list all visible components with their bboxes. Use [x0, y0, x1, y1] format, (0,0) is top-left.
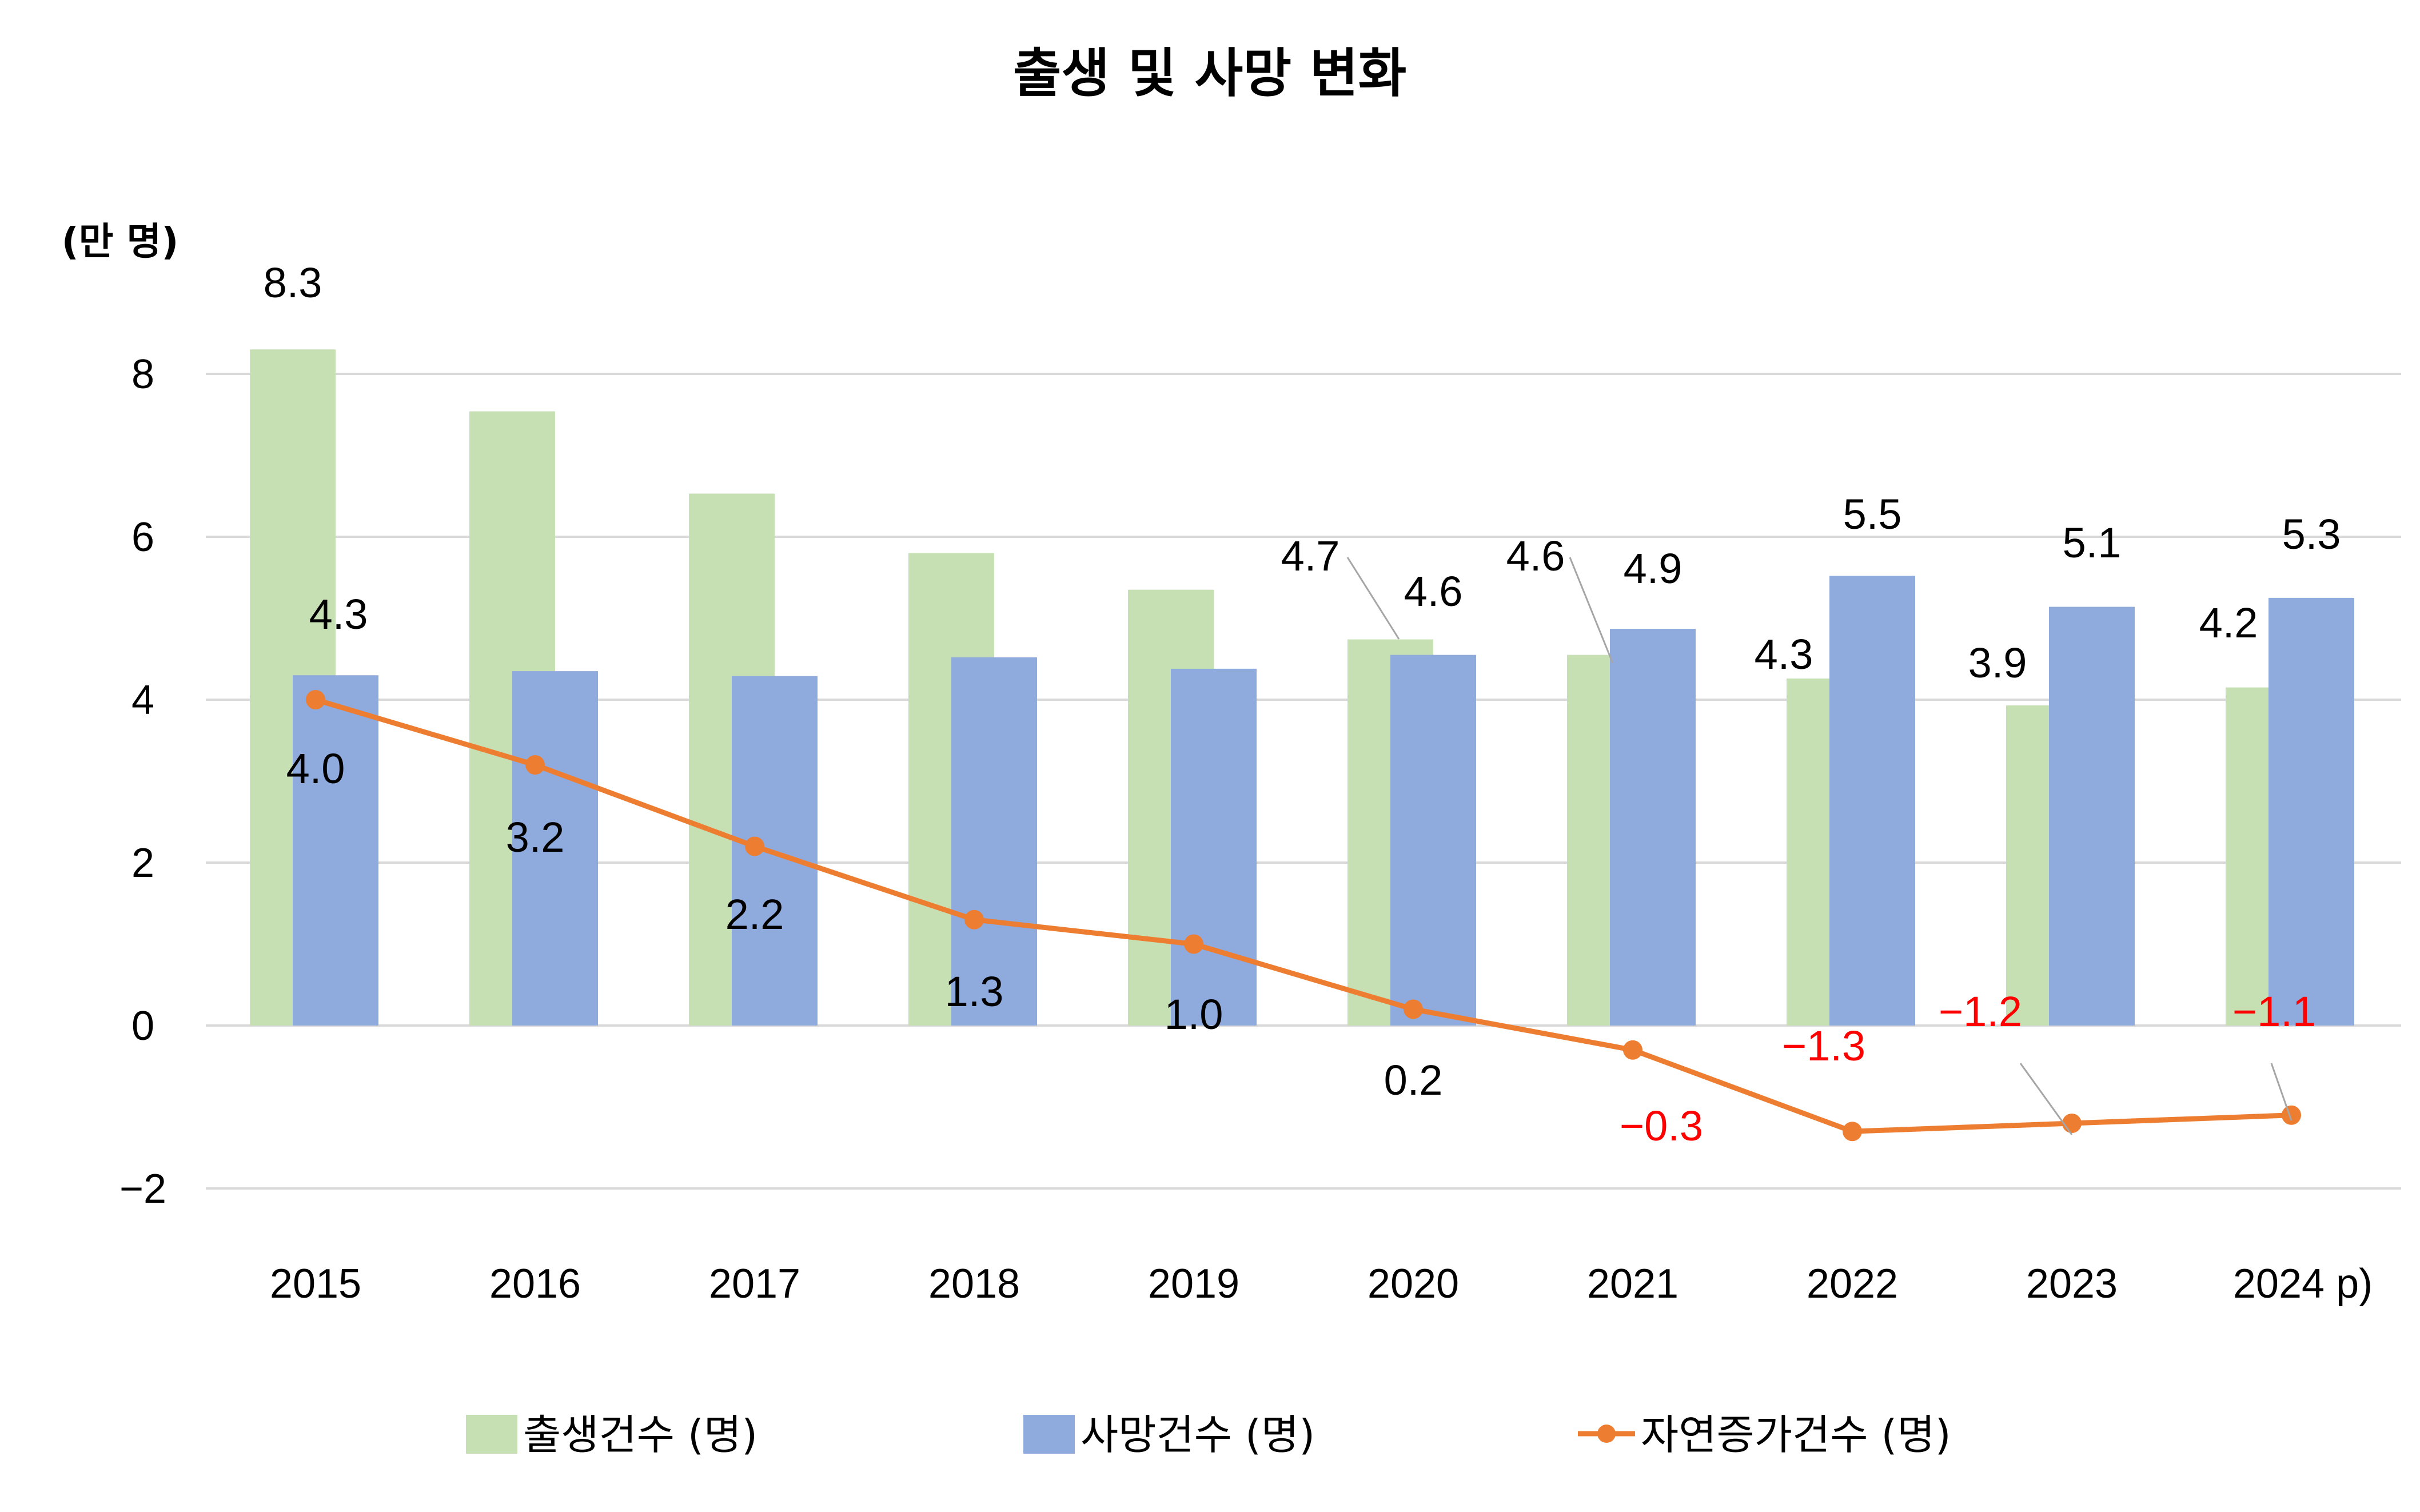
leader-line [2019, 1063, 2073, 1135]
death-bar [2268, 597, 2354, 1026]
legend-swatch [466, 1415, 517, 1454]
x-tick-label: 2018 [928, 1261, 1020, 1307]
death-data-label: 5.1 [2063, 519, 2122, 566]
natural-increase-marker [2282, 1105, 2301, 1125]
x-tick-label: 2021 [1587, 1261, 1679, 1307]
death-data-label: 4.6 [1404, 568, 1463, 615]
death-data-label: 5.3 [2282, 510, 2341, 558]
natural-increase-data-label: 4.0 [286, 745, 345, 792]
y-tick-label: −2 [119, 1166, 166, 1212]
y-tick-label: 2 [131, 840, 154, 886]
natural-increase-marker [525, 755, 545, 775]
x-tick-label: 2016 [489, 1261, 581, 1307]
natural-increase-marker [1623, 1040, 1642, 1060]
leader-line [2270, 1063, 2293, 1121]
y-axis-ticks: −2 0 2 4 6 8 [119, 352, 166, 1212]
natural-increase-data-label: 0.2 [1384, 1056, 1443, 1104]
x-tick-label: 2024 p) [2233, 1261, 2373, 1307]
death-bar [512, 671, 598, 1026]
legend-label: 자연증가건수 (명) [1641, 1411, 1951, 1459]
natural-increase-polyline [314, 697, 2292, 1134]
x-tick-label: 2022 [1807, 1261, 1898, 1307]
y-axis-unit-label: (만 명) [62, 220, 179, 264]
natural-increase-data-label: 2.2 [725, 891, 784, 938]
x-tick-label: 2020 [1368, 1261, 1459, 1307]
birth-data-label: 4.6 [1506, 532, 1565, 580]
legend-marker [1597, 1425, 1616, 1443]
legend-swatch [1023, 1415, 1075, 1454]
birth-data-label: 3.9 [1968, 639, 2027, 687]
x-tick-label: 2017 [709, 1261, 800, 1307]
bars [250, 349, 2354, 1026]
natural-increase-marker [306, 690, 325, 709]
birth-data-label: 4.2 [2199, 599, 2258, 647]
leader-line [1569, 557, 1614, 664]
death-bar [1171, 668, 1257, 1026]
death-data-label: 4.9 [1624, 545, 1683, 592]
natural-increase-marker [745, 836, 764, 856]
data-labels: 8.3 4.7 4.6 4.3 3.9 4.2 4.3 4.6 4.9 5.5 5.1 5.3 4.0 3… [264, 259, 2341, 1150]
x-tick-label: 2019 [1148, 1261, 1239, 1307]
natural-increase-line [306, 690, 2301, 1142]
x-axis-ticks: 2015 2016 2017 2018 2019 2020 2021 2022 2023 2024… [270, 1261, 2373, 1307]
death-data-label: 4.3 [309, 591, 368, 638]
natural-increase-data-label: −0.3 [1620, 1102, 1703, 1150]
death-bar [951, 657, 1037, 1026]
death-bar [293, 675, 378, 1026]
natural-increase-data-label: 1.0 [1165, 991, 1223, 1038]
death-bar [1390, 655, 1476, 1026]
natural-increase-data-label: −1.1 [2232, 988, 2316, 1035]
death-data-label: 5.5 [1843, 490, 1902, 538]
leader-line [1346, 557, 1400, 640]
birth-data-label: 8.3 [264, 259, 322, 306]
birth-data-label: 4.7 [1281, 532, 1340, 580]
natural-increase-data-label: 1.3 [945, 968, 1004, 1015]
natural-increase-data-label: −1.2 [1939, 988, 2022, 1035]
legend: 출생건수 (명) 사망건수 (명) 자연증가건수 (명) [466, 1411, 1951, 1459]
death-bar [1610, 629, 1696, 1026]
birth-data-label: 4.3 [1755, 631, 1813, 678]
natural-increase-marker [964, 909, 984, 929]
chart-title: 출생 및 사망 변화 [1013, 43, 1407, 104]
legend-label: 사망건수 (명) [1081, 1411, 1315, 1459]
natural-increase-data-label: 3.2 [506, 813, 565, 861]
x-tick-label: 2023 [2026, 1261, 2118, 1307]
natural-increase-marker [1404, 999, 1423, 1019]
y-tick-label: 4 [131, 677, 154, 723]
y-tick-label: 6 [131, 514, 154, 560]
legend-label: 출생건수 (명) [523, 1411, 758, 1459]
death-bar [2049, 607, 2135, 1026]
natural-increase-marker [1184, 934, 1203, 954]
death-bar [1829, 576, 1915, 1026]
natural-increase-data-label: −1.3 [1782, 1022, 1865, 1070]
y-tick-label: 0 [131, 1003, 154, 1049]
y-tick-label: 8 [131, 352, 154, 397]
natural-increase-marker [2062, 1114, 2082, 1133]
x-tick-label: 2015 [270, 1261, 361, 1307]
natural-increase-marker [1843, 1122, 1862, 1142]
